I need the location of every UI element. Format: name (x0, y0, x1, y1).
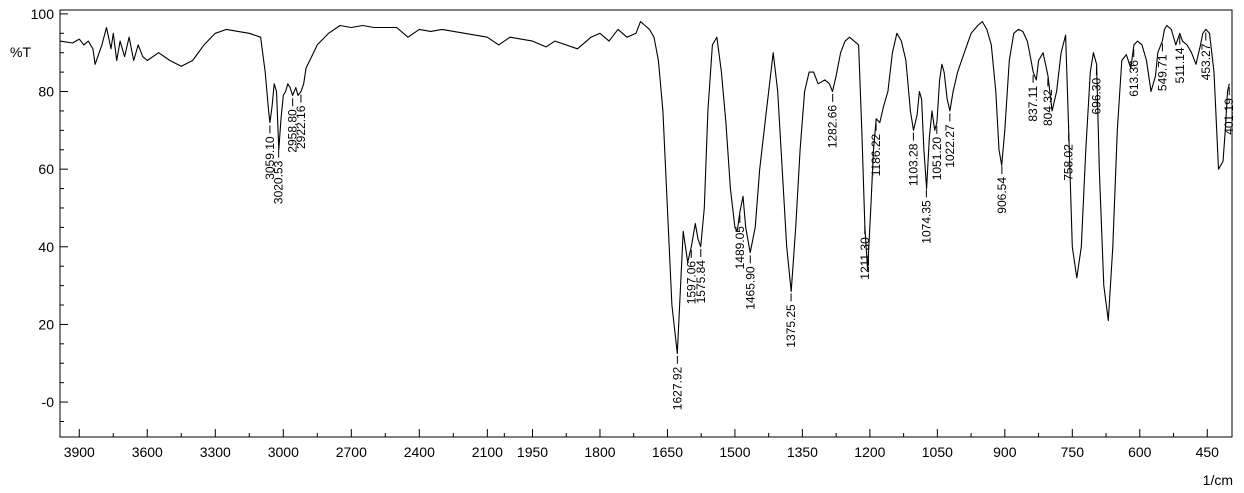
y-tick-label: 80 (38, 84, 54, 100)
x-tick-label: 1350 (787, 444, 818, 460)
y-tick-label: 40 (38, 239, 54, 255)
peak-label: 613.36 (1127, 60, 1141, 97)
peak-label: 1465.90 (743, 266, 757, 310)
peak-label: 696.30 (1090, 77, 1104, 114)
peak-label: 758.02 (1062, 144, 1076, 181)
x-tick-label: 2400 (404, 444, 435, 460)
x-tick-label: 3900 (64, 444, 95, 460)
peak-label: 1282.66 (826, 105, 840, 149)
peak-label: 549.71 (1155, 54, 1169, 91)
peak-label: 1186.22 (869, 133, 883, 176)
peak-label: 3020.53 (272, 160, 286, 204)
peak-label: 401.19 (1222, 98, 1236, 135)
x-tick-label: 2700 (336, 444, 367, 460)
peak-label: 1211.30 (858, 237, 872, 280)
x-tick-label: 2100 (472, 444, 503, 460)
peak-label: 1575.84 (694, 260, 708, 304)
x-tick-label: 600 (1128, 444, 1152, 460)
y-tick-label: 20 (38, 316, 54, 332)
peak-label: 906.54 (995, 177, 1009, 214)
x-tick-label: 3300 (200, 444, 231, 460)
x-tick-label: 1800 (584, 444, 615, 460)
x-tick-label: 3600 (132, 444, 163, 460)
x-tick-label: 1500 (719, 444, 750, 460)
x-tick-label: 1200 (854, 444, 885, 460)
x-axis-label: 1/cm (1203, 472, 1233, 488)
x-tick-label: 450 (1196, 444, 1220, 460)
peak-label: 1489.05 (733, 226, 747, 270)
plot-frame (60, 10, 1232, 437)
y-tick-label: -0 (42, 394, 55, 410)
spectrum-line (60, 22, 1229, 354)
x-tick-label: 750 (1061, 444, 1085, 460)
peak-label: 804.32 (1041, 89, 1055, 126)
peak-label: 837.11 (1026, 85, 1040, 121)
x-tick-label: 1650 (652, 444, 683, 460)
y-axis-label: %T (10, 44, 31, 60)
y-tick-label: 60 (38, 161, 54, 177)
peak-label: 1103.28 (906, 143, 920, 186)
peak-label: 1074.35 (919, 200, 933, 244)
x-tick-label: 1950 (517, 444, 548, 460)
y-tick-label: 100 (31, 6, 55, 22)
peak-label: 1375.25 (784, 304, 798, 348)
x-tick-label: 900 (993, 444, 1017, 460)
y-axis-ticks: -0 20 40 60 80 100 (31, 6, 68, 422)
peak-label: 1051.20 (930, 137, 944, 181)
peak-label: 2922.16 (294, 105, 308, 149)
peak-label: 1627.92 (670, 366, 684, 410)
x-tick-label: 3000 (268, 444, 299, 460)
peak-label: 1022.27 (943, 124, 957, 168)
peak-label: 453.27 (1199, 43, 1213, 80)
x-axis-ticks: 3900 3600 3300 3000 2700 2400 2100 1950 1800 1650… (64, 429, 1219, 460)
peak-labels: 3059.103020.532958.802922.161627.921597.… (263, 33, 1236, 411)
x-tick-label: 1050 (922, 444, 953, 460)
peak-label: 511.14 (1173, 47, 1187, 83)
